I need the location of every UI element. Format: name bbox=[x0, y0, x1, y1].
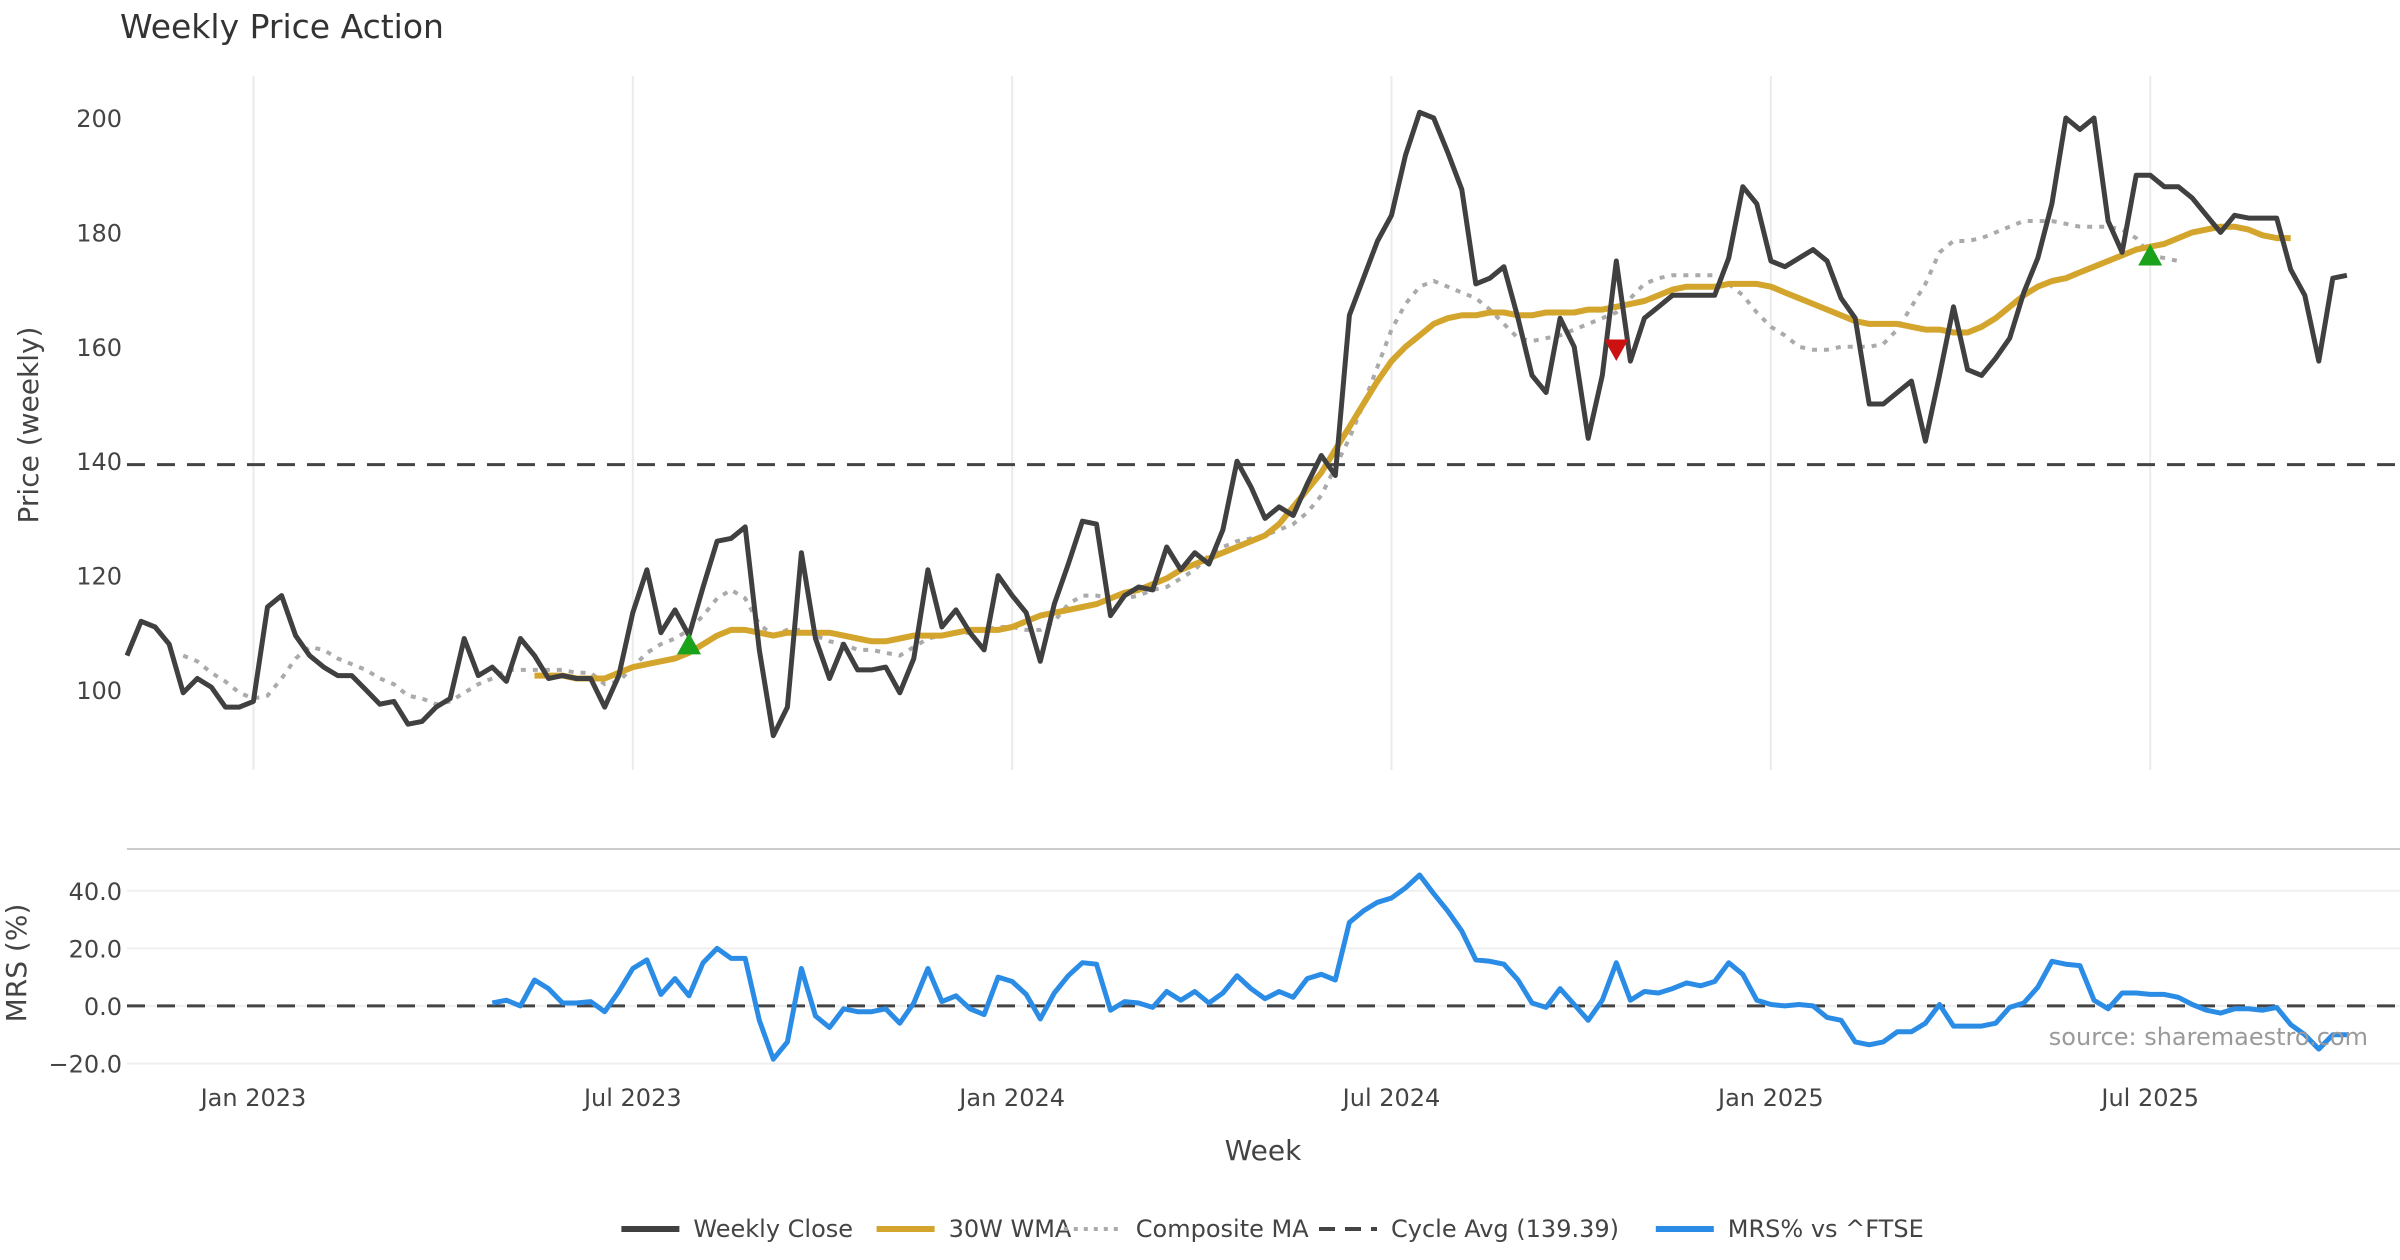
price-panel: 100 120 140 160 180 200 Price (weekly) bbox=[12, 76, 2400, 770]
price-gridlines bbox=[252, 76, 2152, 770]
x-axis-ticks: Jan 2023 Jul 2023 Jan 2024 Jul 2024 Jan 2025… bbox=[199, 1084, 2199, 1112]
composite-ma-line bbox=[182, 219, 2179, 707]
mrs-y-tick-label: 0.0 bbox=[84, 993, 122, 1021]
mrs-y-axis-title: MRS (%) bbox=[0, 904, 33, 1023]
price-y-tick-label: 120 bbox=[76, 563, 122, 591]
buy-signal-marker bbox=[677, 632, 701, 655]
legend-label: 30W WMA bbox=[949, 1215, 1072, 1243]
mrs-line bbox=[491, 872, 2347, 1062]
x-tick-label: Jan 2025 bbox=[1716, 1084, 1824, 1112]
source-label: source: sharemaestro.com bbox=[2049, 1023, 2368, 1051]
legend-label: Cycle Avg (139.39) bbox=[1391, 1215, 1619, 1243]
legend: Weekly Close 30W WMA Composite MA Cycle Avg… bbox=[621, 1215, 1924, 1243]
buy-signal-marker bbox=[2138, 243, 2163, 266]
price-y-ticks: 100 120 140 160 180 200 bbox=[76, 105, 122, 705]
legend-label: Composite MA bbox=[1136, 1215, 1309, 1243]
price-y-tick-label: 100 bbox=[76, 677, 122, 705]
price-y-tick-label: 180 bbox=[76, 219, 122, 247]
x-axis-title: Week bbox=[1225, 1134, 1302, 1167]
mrs-y-ticks: 40.0 20.0 0.0 −20.0 bbox=[48, 878, 122, 1079]
chart-title: Weekly Price Action bbox=[120, 7, 444, 46]
legend-label: MRS% vs ^FTSE bbox=[1728, 1215, 1924, 1243]
signal-markers bbox=[677, 243, 2163, 655]
mrs-y-tick-label: 40.0 bbox=[69, 878, 122, 906]
sell-signal-marker bbox=[1604, 339, 1629, 362]
wma-30w-line bbox=[534, 223, 2291, 682]
mrs-y-tick-label: −20.0 bbox=[48, 1050, 122, 1078]
price-y-tick-label: 200 bbox=[76, 105, 122, 133]
mrs-y-tick-label: 20.0 bbox=[69, 935, 122, 963]
x-tick-label: Jan 2023 bbox=[199, 1084, 307, 1112]
x-tick-label: Jul 2024 bbox=[1341, 1084, 1441, 1112]
x-tick-label: Jul 2023 bbox=[582, 1084, 682, 1112]
weekly-close-line bbox=[124, 109, 2348, 739]
price-y-axis-title: Price (weekly) bbox=[12, 327, 45, 524]
price-y-tick-label: 160 bbox=[76, 334, 122, 362]
price-y-tick-label: 140 bbox=[76, 448, 122, 476]
legend-label: Weekly Close bbox=[693, 1215, 853, 1243]
x-tick-label: Jan 2024 bbox=[957, 1084, 1065, 1112]
mrs-panel: 40.020.00.0−20.0 Jan 2023 Jul 2023 Jan 202… bbox=[0, 848, 2400, 1167]
x-tick-label: Jul 2025 bbox=[2099, 1084, 2199, 1112]
